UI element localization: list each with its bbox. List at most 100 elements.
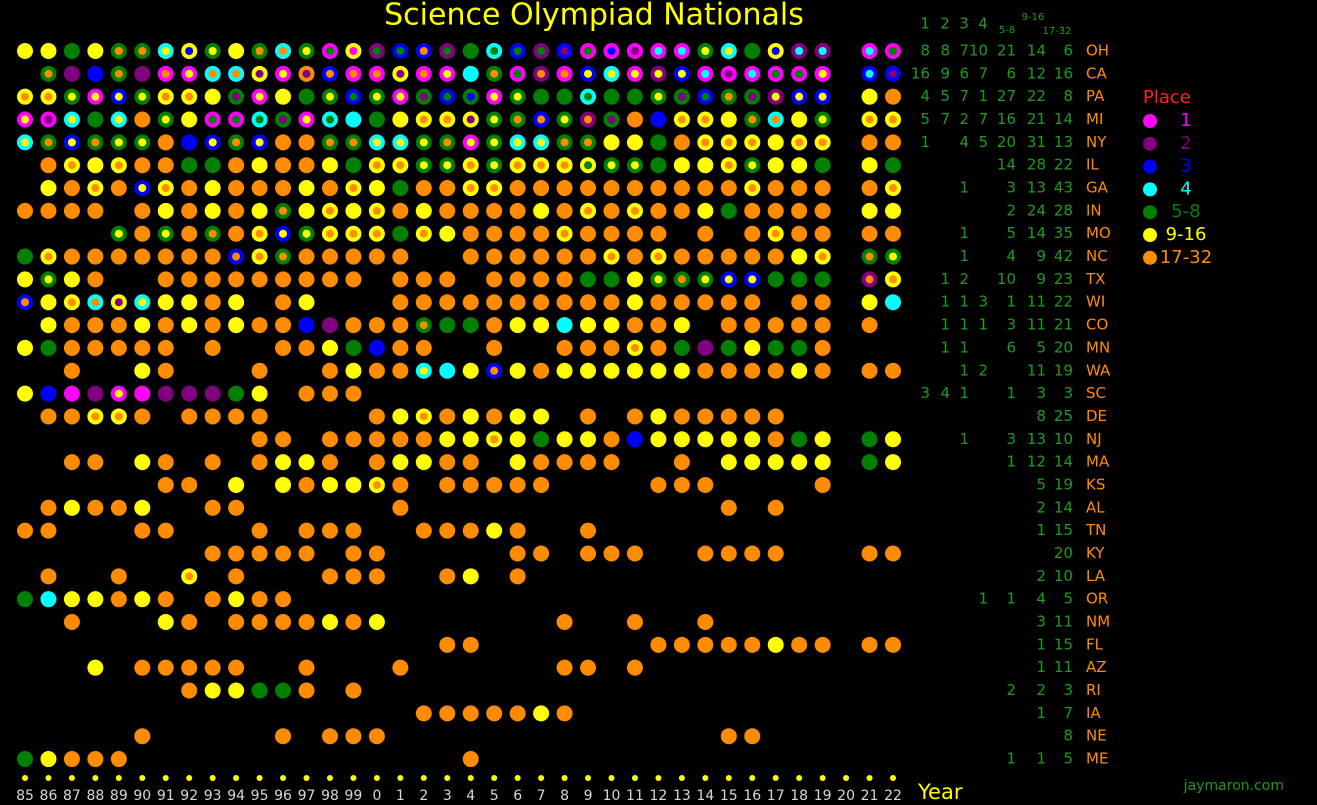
- dot: [181, 476, 198, 493]
- dot: [87, 591, 104, 608]
- place-count: 6: [1006, 64, 1016, 82]
- dot: [275, 88, 292, 105]
- x-tick-label: 22: [884, 788, 902, 804]
- dot: [228, 476, 245, 493]
- dot: [368, 431, 385, 448]
- dot-inner: [560, 138, 569, 147]
- dot: [720, 180, 737, 197]
- dot: [368, 180, 385, 197]
- x-tick: [162, 775, 169, 781]
- dot: [392, 362, 409, 379]
- x-tick-label: 20: [837, 788, 855, 804]
- dot: [157, 385, 174, 402]
- place-count: 5: [978, 133, 988, 151]
- dot-inner: [560, 229, 569, 238]
- dot-inner: [795, 92, 804, 101]
- dot-inner: [865, 275, 874, 284]
- dot: [509, 454, 526, 471]
- dot-inner: [654, 275, 663, 284]
- dot-inner: [372, 206, 381, 215]
- dot: [814, 157, 831, 174]
- dot-inner: [44, 252, 53, 261]
- dot: [251, 408, 268, 425]
- dot: [861, 636, 878, 653]
- dot: [650, 134, 667, 151]
- dot: [368, 111, 385, 128]
- dot-inner: [724, 69, 733, 78]
- x-tick-label: 12: [650, 788, 668, 804]
- dot-inner: [466, 184, 475, 193]
- dot: [533, 180, 550, 197]
- dot: [321, 180, 338, 197]
- dot-inner: [443, 69, 452, 78]
- dot: [415, 294, 432, 311]
- dot-inner: [443, 115, 452, 124]
- x-tick: [772, 775, 779, 781]
- dot: [509, 408, 526, 425]
- legend-title: Place: [1143, 87, 1191, 108]
- dot: [63, 271, 80, 288]
- x-tick-label: 9: [584, 788, 593, 804]
- x-tick: [631, 775, 638, 781]
- dot-inner: [208, 69, 217, 78]
- place-count: 1: [959, 224, 969, 242]
- dot: [251, 317, 268, 334]
- dot: [462, 522, 479, 539]
- dot: [275, 271, 292, 288]
- dot: [767, 248, 784, 265]
- dot: [63, 65, 80, 82]
- dot: [228, 568, 245, 585]
- dot: [228, 385, 245, 402]
- dot: [603, 339, 620, 356]
- dot-inner: [701, 69, 710, 78]
- dot: [556, 659, 573, 676]
- x-tick: [796, 775, 803, 781]
- place-count: 1: [959, 316, 969, 334]
- dot: [885, 454, 902, 471]
- dot-inner: [255, 92, 264, 101]
- dot: [791, 180, 808, 197]
- dot-inner: [748, 275, 757, 284]
- dot: [87, 751, 104, 768]
- dot: [791, 248, 808, 265]
- dot-inner: [748, 92, 757, 101]
- dot-inner: [349, 47, 358, 55]
- dot: [134, 728, 151, 745]
- dot: [580, 339, 597, 356]
- x-tick: [115, 775, 122, 781]
- dot: [580, 362, 597, 379]
- dot: [63, 591, 80, 608]
- dot-inner: [396, 92, 405, 101]
- dot: [321, 522, 338, 539]
- state-label: KY: [1086, 544, 1105, 562]
- dot: [650, 362, 667, 379]
- x-tick-label: 8: [560, 788, 569, 804]
- dot: [486, 476, 503, 493]
- dot: [134, 339, 151, 356]
- dot-inner: [372, 161, 381, 170]
- place-count: 5: [940, 87, 950, 105]
- dot-inner: [232, 115, 241, 124]
- dot: [415, 202, 432, 219]
- dot-inner: [161, 69, 170, 78]
- dot-inner: [607, 252, 616, 261]
- dot: [650, 476, 667, 493]
- dot-inner: [748, 161, 757, 170]
- dot: [626, 294, 643, 311]
- x-tick-label: 21: [861, 788, 879, 804]
- dot: [720, 339, 737, 356]
- dot: [697, 180, 714, 197]
- dot: [462, 202, 479, 219]
- legend-swatch: [1143, 250, 1157, 265]
- dot: [298, 88, 315, 105]
- x-tick-label: 11: [626, 788, 644, 804]
- dot: [486, 225, 503, 242]
- place-count: 2: [959, 270, 969, 288]
- place-count: 1: [959, 430, 969, 448]
- dot: [767, 134, 784, 151]
- dot: [462, 454, 479, 471]
- dot: [580, 180, 597, 197]
- x-tick: [45, 775, 52, 781]
- dot: [439, 568, 456, 585]
- dot: [673, 636, 690, 653]
